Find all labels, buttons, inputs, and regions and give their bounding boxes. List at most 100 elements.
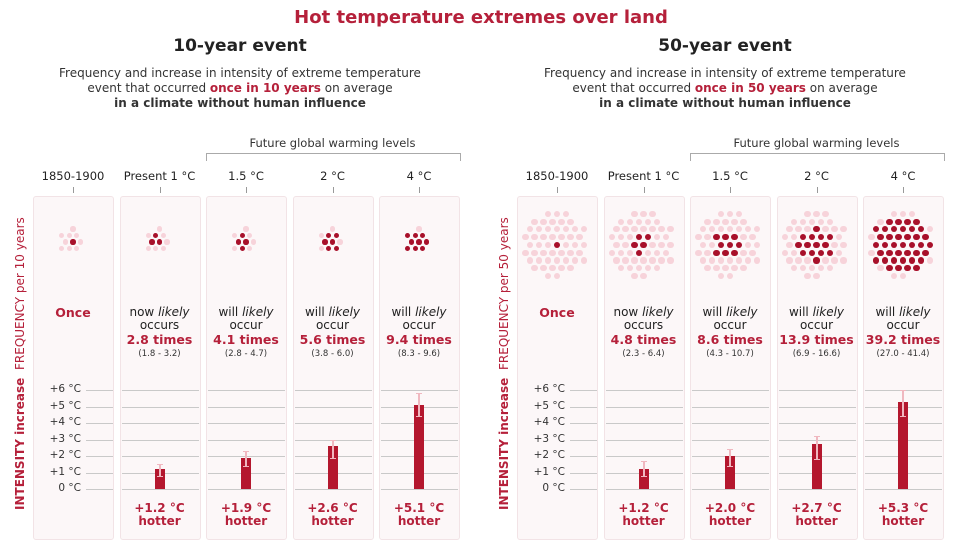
event-dot-empty xyxy=(540,249,547,256)
intensity-axis-label: INTENSITY increase xyxy=(13,377,27,510)
intensity-label: +1.2 °C xyxy=(618,501,669,515)
event-dot-filled xyxy=(423,239,430,245)
event-dot-empty xyxy=(544,257,552,264)
text-span: on average xyxy=(320,81,393,95)
event-dot-filled xyxy=(635,234,643,241)
column-header-1: Present 1 °C xyxy=(123,169,196,183)
event-dot-empty xyxy=(731,218,738,225)
event-dot-filled xyxy=(872,241,880,249)
y-tick-label: +4 °C xyxy=(533,416,565,428)
event-dot-filled xyxy=(913,249,920,256)
event-dot-empty xyxy=(749,234,756,241)
event-dot-empty xyxy=(531,265,538,272)
event-dot-empty xyxy=(699,241,707,249)
event-dot-filled xyxy=(808,249,816,256)
event-dot-empty xyxy=(531,234,538,241)
event-dot-empty xyxy=(337,239,343,245)
text-span: event that occurred xyxy=(572,81,695,95)
column-tick xyxy=(643,187,645,193)
event-dot-filled xyxy=(886,218,893,225)
text-span: on average xyxy=(805,81,878,95)
gridline xyxy=(692,406,769,408)
event-dot-empty xyxy=(649,241,656,249)
event-dot-empty xyxy=(613,257,620,264)
event-dot-empty xyxy=(558,265,565,272)
event-dot-filled xyxy=(817,249,825,256)
event-dot-empty xyxy=(868,249,875,256)
text-span: likely xyxy=(726,305,758,319)
event-dot-empty xyxy=(145,245,151,252)
column-tick xyxy=(419,187,420,193)
event-dot-empty xyxy=(735,226,743,233)
event-dot-empty xyxy=(817,265,825,272)
event-dot-filled xyxy=(235,239,242,245)
event-dot-filled xyxy=(895,265,902,272)
text-span: occur xyxy=(886,318,920,332)
error-cap xyxy=(416,393,422,395)
event-dot-filled xyxy=(922,249,929,256)
error-cap xyxy=(727,449,733,451)
event-dot-filled xyxy=(817,234,825,241)
event-dot-filled xyxy=(890,226,898,233)
event-dot-filled xyxy=(717,241,725,249)
event-dot-empty xyxy=(717,210,725,217)
intensity-value: +5.3 °C hotter xyxy=(860,502,946,528)
event-dot-empty xyxy=(416,226,422,232)
event-dot-empty xyxy=(526,241,534,249)
event-dot-filled xyxy=(895,218,902,225)
gridline xyxy=(778,406,856,408)
intensity-suffix: hotter xyxy=(138,514,181,528)
gridline xyxy=(605,456,683,457)
event-dot-empty xyxy=(653,249,661,256)
event-dot-empty xyxy=(722,265,729,272)
event-dot-empty xyxy=(531,218,538,225)
event-dot-empty xyxy=(781,234,789,241)
event-dot-empty xyxy=(567,234,574,241)
intensity-label: +5.1 °C xyxy=(393,501,445,515)
event-dot-empty xyxy=(804,273,811,280)
gridline xyxy=(208,390,285,391)
event-dot-empty xyxy=(522,234,529,241)
event-dot-empty xyxy=(644,218,652,225)
event-dot-empty xyxy=(59,232,65,239)
frequency-range: (27.0 - 41.4) xyxy=(876,349,930,359)
y-tick-label: +2 °C xyxy=(533,449,565,461)
column-header-0: 1850-1900 xyxy=(41,169,105,183)
event-dot-filled xyxy=(913,218,920,225)
event-dot-empty xyxy=(544,241,552,249)
event-dot-empty xyxy=(826,265,834,272)
event-dot-empty xyxy=(699,226,707,233)
event-dot-empty xyxy=(704,234,711,241)
event-dot-empty xyxy=(558,218,565,225)
event-dot-filled xyxy=(408,239,415,245)
y-tick-label: 0 °C xyxy=(58,482,81,494)
event-dot-filled xyxy=(416,239,422,245)
event-dot-empty xyxy=(740,265,747,272)
event-dot-empty xyxy=(740,249,747,256)
intensity-bar xyxy=(725,456,735,489)
panel-title: 10-year event xyxy=(173,36,307,56)
intensity-label: +2.7 °C xyxy=(791,501,842,515)
intensity-value: +2.7 °C hotter xyxy=(774,502,860,528)
gridline xyxy=(86,423,113,424)
gridline xyxy=(570,390,597,391)
y-tick-label: +1 °C xyxy=(533,465,565,478)
frequency-unit: per 50 years xyxy=(497,217,511,297)
gridline xyxy=(121,456,199,457)
event-dot-empty xyxy=(890,273,898,280)
event-dot-empty xyxy=(822,226,829,233)
intensity-label: +5.3 °C xyxy=(877,501,929,515)
intensity-value: +5.1 °C hotter xyxy=(376,502,462,528)
event-dot-empty xyxy=(786,257,793,264)
gridline xyxy=(294,423,372,424)
gridline xyxy=(778,423,856,424)
text-span: Frequency and increase in intensity of e… xyxy=(544,66,906,80)
event-dot-empty xyxy=(649,226,656,233)
gridline xyxy=(865,489,942,490)
event-dot-empty xyxy=(626,265,634,272)
event-dot-empty xyxy=(877,265,884,272)
text-span: will xyxy=(788,305,813,319)
event-dot-empty xyxy=(813,273,820,280)
event-dot-filled xyxy=(149,239,155,245)
event-dot-empty xyxy=(59,245,65,252)
